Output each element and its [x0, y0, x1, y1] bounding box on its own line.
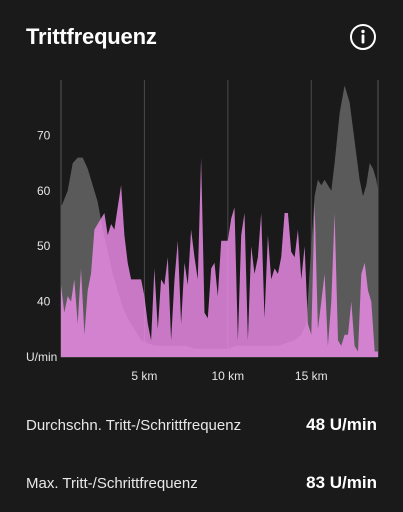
info-button[interactable]	[349, 23, 377, 51]
avg-cadence-row: Durchschn. Tritt-/Schrittfrequenz 48 U/m…	[26, 413, 377, 437]
max-cadence-row: Max. Tritt-/Schrittfrequenz 83 U/min	[26, 471, 377, 495]
info-circle-icon	[350, 24, 376, 50]
y-tick-label: 50	[37, 239, 51, 253]
y-unit-label: U/min	[26, 350, 57, 364]
y-tick-label: 70	[37, 128, 51, 142]
y-tick-label: 40	[37, 295, 51, 309]
max-cadence-label: Max. Tritt-/Schrittfrequenz	[26, 474, 198, 492]
cadence-chart: 40 50 60 70 U/min 5 km 10 km 15 km	[0, 70, 403, 390]
x-tick-label: 10 km	[211, 369, 244, 383]
x-tick-label: 15 km	[295, 369, 328, 383]
avg-cadence-label: Durchschn. Tritt-/Schrittfrequenz	[26, 416, 242, 434]
x-tick-label: 5 km	[131, 369, 157, 383]
avg-cadence-value: 48 U/min	[306, 415, 377, 434]
series-area-2	[61, 157, 378, 357]
max-cadence-value: 83 U/min	[306, 473, 377, 492]
cadence-chart-svg: 40 50 60 70 U/min 5 km 10 km 15 km	[26, 80, 379, 383]
y-tick-label: 60	[37, 184, 51, 198]
page-title: Trittfrequenz	[26, 24, 157, 49]
